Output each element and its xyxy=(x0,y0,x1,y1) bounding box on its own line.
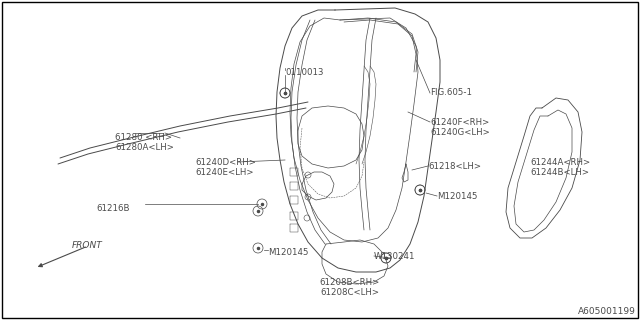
Text: W130241: W130241 xyxy=(374,252,415,261)
Text: 61208B<RH>
61208C<LH>: 61208B<RH> 61208C<LH> xyxy=(320,278,380,297)
Text: 61240F<RH>
61240G<LH>: 61240F<RH> 61240G<LH> xyxy=(430,118,490,137)
Text: 0110013: 0110013 xyxy=(285,68,323,77)
Text: 61240D<RH>
61240E<LH>: 61240D<RH> 61240E<LH> xyxy=(195,158,256,177)
Text: FRONT: FRONT xyxy=(72,241,103,250)
Text: A605001199: A605001199 xyxy=(578,307,636,316)
Text: 61244A<RH>
61244B<LH>: 61244A<RH> 61244B<LH> xyxy=(530,158,590,177)
Text: 61218<LH>: 61218<LH> xyxy=(428,162,481,171)
Text: 61216B: 61216B xyxy=(96,204,129,213)
Text: M120145: M120145 xyxy=(437,192,477,201)
Text: 61280 <RH>
61280A<LH>: 61280 <RH> 61280A<LH> xyxy=(115,133,174,152)
Text: M120145: M120145 xyxy=(268,248,308,257)
Text: FIG.605-1: FIG.605-1 xyxy=(430,88,472,97)
